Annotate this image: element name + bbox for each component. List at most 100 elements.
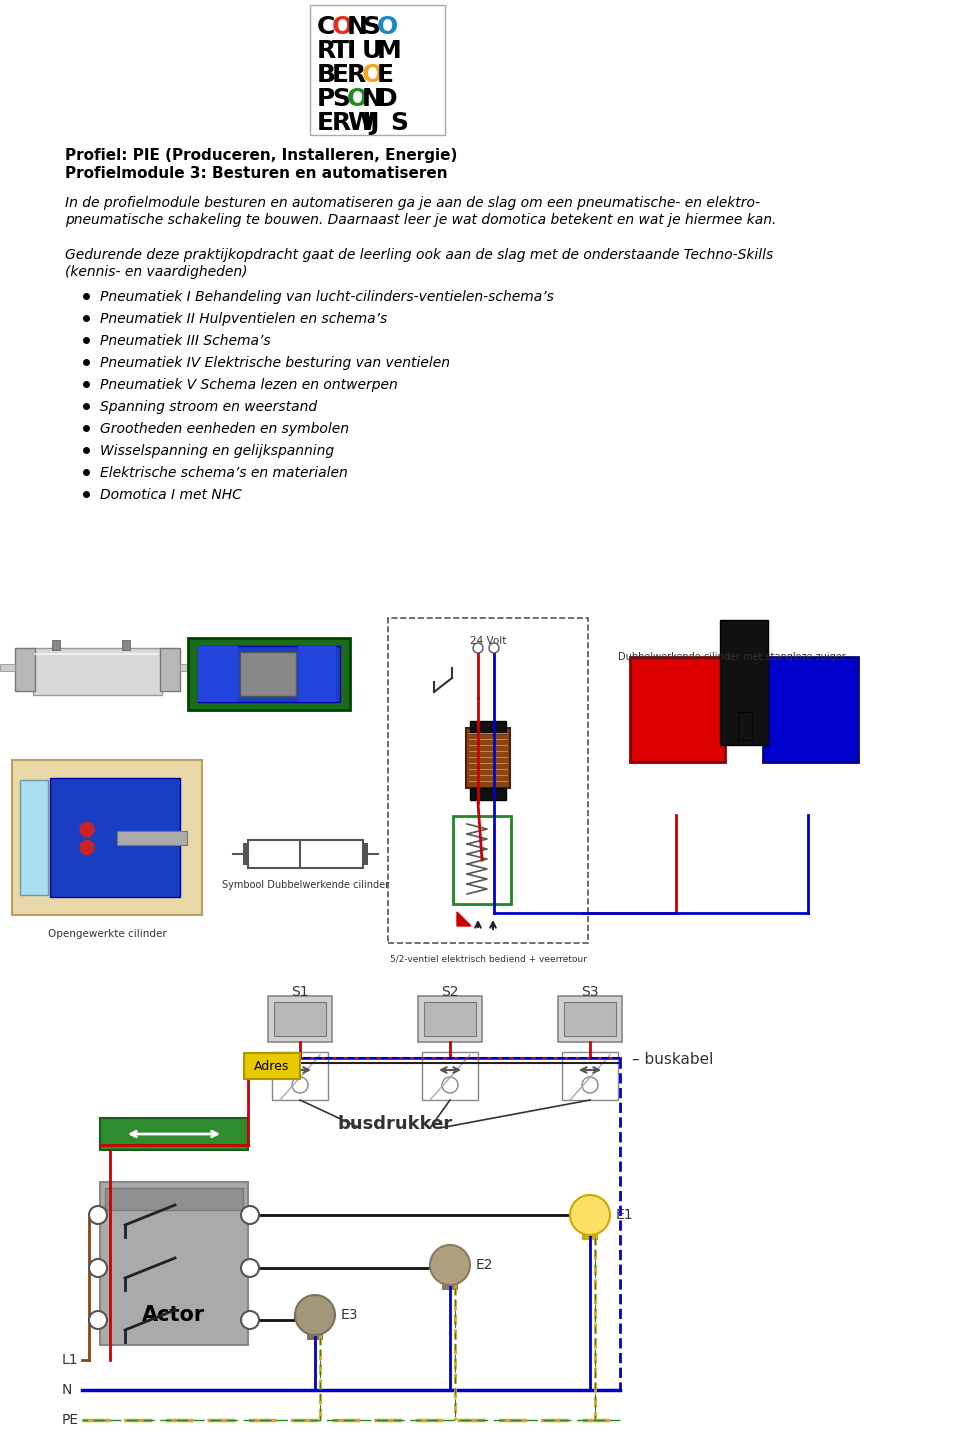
Bar <box>422 1053 478 1100</box>
Bar <box>564 1002 616 1035</box>
Bar <box>243 843 248 865</box>
Text: B: B <box>317 64 336 87</box>
Bar <box>558 996 622 1043</box>
Bar <box>105 1189 243 1210</box>
Text: Pneumatiek II Hulpventielen en schema’s: Pneumatiek II Hulpventielen en schema’s <box>100 312 387 325</box>
Text: N: N <box>362 87 383 111</box>
Text: Actor: Actor <box>142 1304 205 1325</box>
Bar <box>298 646 336 701</box>
Text: R: R <box>347 64 367 87</box>
Text: O: O <box>347 87 369 111</box>
Bar <box>424 1002 476 1035</box>
Text: T: T <box>332 39 349 64</box>
Bar <box>268 996 332 1043</box>
Text: Wisselspanning en gelijkspanning: Wisselspanning en gelijkspanning <box>100 444 334 458</box>
Bar <box>100 1181 248 1345</box>
Text: U: U <box>362 39 382 64</box>
Bar <box>117 830 187 844</box>
Text: S: S <box>362 14 380 39</box>
Bar <box>160 648 180 691</box>
Bar <box>720 620 768 745</box>
Text: Domotica I met NHC: Domotica I met NHC <box>100 487 242 502</box>
Text: W: W <box>347 111 374 134</box>
Text: S1: S1 <box>291 985 309 999</box>
Text: Dubbelwerkende cilinder met stangloze zuiger: Dubbelwerkende cilinder met stangloze zu… <box>618 652 846 662</box>
Text: M: M <box>377 39 401 64</box>
Bar <box>388 617 588 943</box>
Text: (kennis- en vaardigheden): (kennis- en vaardigheden) <box>65 265 248 279</box>
Text: I: I <box>347 39 356 64</box>
Circle shape <box>473 643 483 654</box>
Text: R: R <box>317 39 336 64</box>
Bar <box>453 816 511 904</box>
Text: Symbool Dubbelwerkende cilinder: Symbool Dubbelwerkende cilinder <box>222 881 389 889</box>
Bar <box>248 840 363 868</box>
Text: Grootheden eenheden en symbolen: Grootheden eenheden en symbolen <box>100 422 349 437</box>
Text: – buskabel: – buskabel <box>632 1053 713 1067</box>
Circle shape <box>430 1245 470 1285</box>
Text: E2: E2 <box>476 1258 493 1272</box>
Bar <box>0 664 15 671</box>
Circle shape <box>582 1077 598 1093</box>
Circle shape <box>80 840 94 855</box>
Circle shape <box>241 1206 259 1223</box>
Text: Spanning stroom en weerstand: Spanning stroom en weerstand <box>100 401 317 414</box>
Text: Opengewerkte cilinder: Opengewerkte cilinder <box>48 928 166 938</box>
Bar <box>363 843 368 865</box>
Circle shape <box>295 1296 335 1335</box>
Bar <box>442 1283 458 1290</box>
Text: E3: E3 <box>341 1309 358 1322</box>
Text: In de profielmodule besturen en automatiseren ga je aan de slag om een pneumatis: In de profielmodule besturen en automati… <box>65 197 760 210</box>
Bar <box>272 1053 328 1100</box>
Circle shape <box>241 1312 259 1329</box>
Text: Profiel: PIE (Produceren, Installeren, Energie): Profiel: PIE (Produceren, Installeren, E… <box>65 147 457 163</box>
Bar <box>50 778 180 897</box>
Text: D: D <box>377 87 397 111</box>
Bar <box>418 996 482 1043</box>
Bar <box>562 1053 618 1100</box>
Text: E: E <box>317 111 334 134</box>
Text: pneumatische schakeling te bouwen. Daarnaast leer je wat domotica betekent en wa: pneumatische schakeling te bouwen. Daarn… <box>65 213 777 227</box>
Text: S3: S3 <box>581 985 599 999</box>
Bar <box>33 648 162 696</box>
Bar <box>582 1232 598 1241</box>
Bar <box>12 761 202 915</box>
Bar <box>52 641 60 651</box>
Bar <box>630 656 725 762</box>
Bar <box>20 779 48 895</box>
Circle shape <box>241 1259 259 1277</box>
Text: N: N <box>62 1382 72 1397</box>
Text: busdrukker: busdrukker <box>337 1115 452 1134</box>
Bar <box>100 1118 248 1150</box>
Bar <box>198 646 340 701</box>
Text: R: R <box>332 111 351 134</box>
Bar <box>180 664 205 671</box>
Bar <box>274 1002 326 1035</box>
Circle shape <box>489 643 499 654</box>
Bar <box>763 656 858 762</box>
Text: Pneumatiek III Schema’s: Pneumatiek III Schema’s <box>100 334 271 348</box>
Text: Adres: Adres <box>254 1060 290 1073</box>
Bar <box>198 646 238 701</box>
Bar <box>738 711 752 740</box>
Bar <box>240 652 296 696</box>
Text: S: S <box>390 111 408 134</box>
Text: E: E <box>377 64 394 87</box>
Text: E1: E1 <box>616 1207 634 1222</box>
Text: S2: S2 <box>442 985 459 999</box>
Bar <box>122 641 130 651</box>
Text: PE: PE <box>62 1413 79 1427</box>
Bar <box>244 1053 300 1079</box>
Circle shape <box>89 1206 107 1223</box>
Text: Pneumatiek V Schema lezen en ontwerpen: Pneumatiek V Schema lezen en ontwerpen <box>100 377 397 392</box>
Text: L1: L1 <box>62 1353 79 1366</box>
Bar <box>466 727 510 788</box>
Bar <box>188 638 350 710</box>
Text: O: O <box>377 14 398 39</box>
Text: Pneumatiek I Behandeling van lucht-cilinders-ventielen-schema’s: Pneumatiek I Behandeling van lucht-cilin… <box>100 291 554 304</box>
Text: Pneumatiek IV Elektrische besturing van ventielen: Pneumatiek IV Elektrische besturing van … <box>100 356 450 370</box>
Bar <box>470 722 506 733</box>
Text: P: P <box>317 87 335 111</box>
Text: E: E <box>332 64 349 87</box>
Text: IJ: IJ <box>362 111 380 134</box>
